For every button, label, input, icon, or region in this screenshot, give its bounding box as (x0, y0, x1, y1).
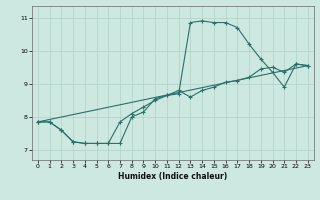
X-axis label: Humidex (Indice chaleur): Humidex (Indice chaleur) (118, 172, 228, 181)
